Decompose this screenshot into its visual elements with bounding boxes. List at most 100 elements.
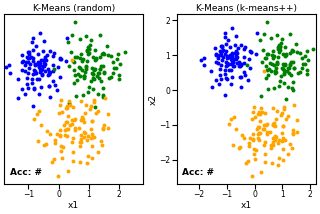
Point: [238, 75, 243, 79]
Point: [269, 62, 274, 65]
Point: [22, 63, 27, 67]
Point: [274, 117, 279, 121]
Point: [253, 52, 259, 56]
Point: [86, 51, 91, 54]
Point: [26, 60, 31, 63]
Point: [36, 92, 41, 96]
Point: [37, 61, 43, 64]
Point: [31, 117, 36, 121]
Point: [90, 144, 95, 147]
Point: [228, 69, 234, 72]
Point: [238, 43, 244, 47]
Point: [243, 74, 248, 77]
Point: [100, 95, 106, 99]
Point: [23, 60, 28, 64]
Point: [89, 39, 94, 42]
Point: [66, 169, 71, 173]
Point: [90, 132, 95, 136]
Point: [218, 77, 223, 80]
Point: [26, 86, 31, 90]
Point: [270, 49, 275, 52]
Point: [91, 98, 96, 102]
Point: [82, 135, 87, 139]
Point: [277, 48, 282, 52]
Point: [48, 70, 53, 73]
Point: [36, 61, 41, 64]
Point: [236, 65, 242, 68]
Point: [281, 81, 286, 84]
Point: [274, 63, 279, 66]
Point: [62, 133, 68, 136]
Point: [231, 60, 236, 63]
Point: [223, 93, 228, 96]
Point: [23, 70, 28, 73]
Point: [280, 66, 285, 70]
Point: [266, 73, 271, 76]
Point: [237, 146, 243, 149]
Point: [88, 108, 93, 111]
Point: [116, 53, 121, 56]
Point: [7, 64, 12, 67]
Point: [224, 55, 229, 58]
Point: [45, 129, 50, 132]
Point: [51, 67, 56, 71]
Point: [42, 143, 47, 147]
Point: [57, 104, 62, 107]
Point: [83, 67, 88, 70]
Point: [268, 61, 273, 64]
Point: [252, 105, 257, 108]
Point: [220, 55, 226, 58]
Point: [50, 63, 55, 67]
Point: [37, 31, 42, 35]
Point: [276, 50, 281, 53]
Point: [100, 127, 106, 130]
Point: [272, 69, 277, 73]
Point: [106, 54, 111, 57]
Point: [57, 75, 62, 78]
Point: [86, 155, 91, 158]
Point: [281, 71, 286, 75]
Point: [273, 71, 278, 75]
Point: [19, 53, 24, 56]
Point: [73, 55, 78, 59]
Point: [77, 56, 83, 59]
Point: [277, 79, 283, 83]
Point: [69, 123, 75, 126]
Point: [39, 73, 44, 76]
Point: [226, 63, 231, 66]
Point: [58, 134, 63, 137]
Point: [88, 79, 93, 83]
Point: [278, 41, 284, 45]
Point: [37, 67, 43, 71]
Point: [261, 69, 267, 73]
Point: [256, 112, 261, 116]
Point: [95, 92, 100, 95]
Point: [283, 55, 288, 58]
Point: [64, 104, 69, 108]
Text: Acc: #: Acc: #: [10, 168, 42, 177]
Point: [33, 69, 38, 72]
Point: [224, 60, 229, 63]
Point: [285, 85, 290, 89]
Point: [295, 51, 300, 54]
Point: [59, 150, 64, 153]
Point: [102, 96, 108, 100]
Point: [290, 60, 295, 64]
Point: [213, 61, 218, 64]
Point: [263, 111, 268, 114]
Point: [92, 67, 97, 71]
Point: [98, 79, 103, 82]
Point: [222, 68, 227, 72]
Point: [65, 36, 70, 40]
Point: [75, 72, 80, 76]
Point: [291, 49, 296, 53]
Point: [70, 60, 76, 63]
Point: [273, 70, 278, 73]
Point: [30, 36, 35, 40]
Point: [87, 85, 92, 89]
Point: [271, 64, 276, 67]
Point: [282, 64, 287, 67]
Point: [218, 67, 223, 71]
Point: [284, 117, 289, 120]
Point: [246, 58, 251, 61]
